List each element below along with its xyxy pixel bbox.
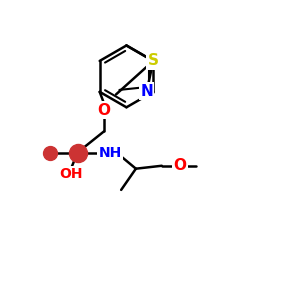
Text: O: O [174, 158, 187, 173]
Text: NH: NH [98, 146, 122, 160]
Text: O: O [98, 103, 111, 118]
Text: N: N [140, 84, 153, 99]
Text: S: S [148, 53, 159, 68]
Text: OH: OH [59, 167, 83, 181]
